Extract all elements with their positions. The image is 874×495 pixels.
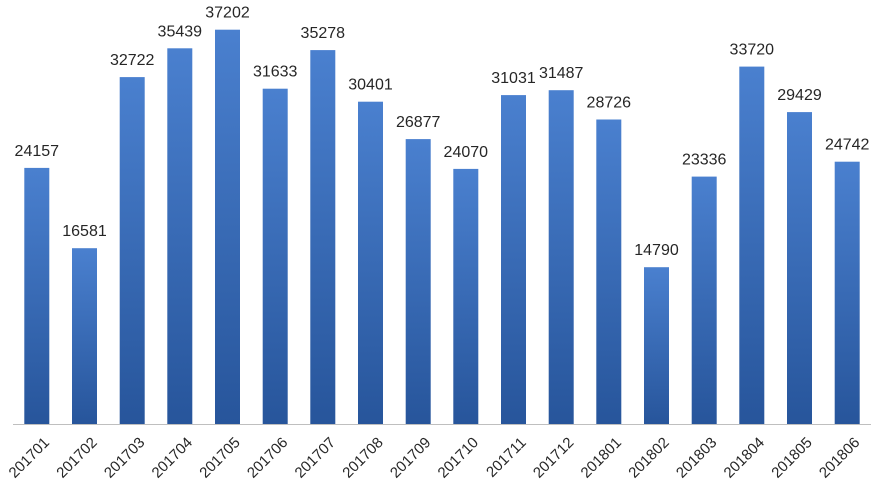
data-label-201804: 33720 xyxy=(730,42,775,59)
x-tick-labels-layer: 201701 201702 201703 201704 201705 201706 2017… xyxy=(6,434,864,481)
bar-201712 xyxy=(548,90,574,424)
x-tick-label-201803: 201803 xyxy=(673,434,720,481)
x-tick-label-201707: 201707 xyxy=(292,434,339,481)
data-label-201706: 31633 xyxy=(253,64,298,81)
bar-201804 xyxy=(739,66,765,424)
x-tick-label-201802: 201802 xyxy=(625,434,672,481)
data-label-201704: 35439 xyxy=(158,23,203,40)
bar-201702 xyxy=(72,248,97,424)
bar-201704 xyxy=(167,48,193,425)
bar-201708 xyxy=(358,101,383,424)
x-tick-label-201705: 201705 xyxy=(196,434,243,481)
bar-201703 xyxy=(119,77,145,424)
bar-201707 xyxy=(310,50,336,424)
data-label-201805: 29429 xyxy=(777,87,822,104)
x-tick-label-201706: 201706 xyxy=(244,434,291,481)
bar-201801 xyxy=(596,119,622,424)
x-tick-label-201711: 201711 xyxy=(483,434,530,481)
bar-201806 xyxy=(834,161,860,424)
data-label-201708: 30401 xyxy=(348,77,393,94)
data-label-201710: 24070 xyxy=(444,144,489,161)
data-label-201709: 26877 xyxy=(396,114,441,131)
data-label-201801: 28726 xyxy=(587,95,632,112)
bars-layer xyxy=(24,29,860,425)
x-tick-label-201805: 201805 xyxy=(768,434,815,481)
x-tick-label-201708: 201708 xyxy=(339,434,386,481)
data-label-201701: 24157 xyxy=(15,143,60,160)
x-tick-label-201710: 201710 xyxy=(435,434,482,481)
bar-201805 xyxy=(787,112,812,424)
data-label-201802: 14790 xyxy=(634,242,679,259)
bar-201709 xyxy=(405,139,431,424)
data-label-201711: 31031 xyxy=(491,70,536,87)
x-tick-label-201702: 201702 xyxy=(53,434,100,481)
data-label-201707: 35278 xyxy=(301,25,346,42)
x-tick-label-201709: 201709 xyxy=(387,434,434,481)
x-tick-label-201701: 201701 xyxy=(6,434,53,481)
x-tick-label-201801: 201801 xyxy=(578,434,625,481)
bar-201710 xyxy=(453,168,479,424)
bar-201711 xyxy=(501,95,526,424)
data-label-201705: 37202 xyxy=(205,5,250,22)
data-label-201702: 16581 xyxy=(62,223,107,240)
data-label-201803: 23336 xyxy=(682,152,727,169)
x-tick-label-201704: 201704 xyxy=(149,434,196,481)
bar-201701 xyxy=(24,167,50,424)
data-label-201712: 31487 xyxy=(539,65,584,82)
bar-201705 xyxy=(215,29,240,424)
x-tick-label-201804: 201804 xyxy=(721,434,768,481)
bar-201706 xyxy=(262,88,288,424)
x-tick-label-201806: 201806 xyxy=(816,434,863,481)
data-label-201806: 24742 xyxy=(825,137,870,154)
x-tick-label-201712: 201712 xyxy=(530,434,577,481)
bar-201803 xyxy=(691,176,717,424)
bar-201802 xyxy=(644,267,669,424)
data-label-201703: 32722 xyxy=(110,52,155,69)
x-tick-label-201703: 201703 xyxy=(101,434,148,481)
